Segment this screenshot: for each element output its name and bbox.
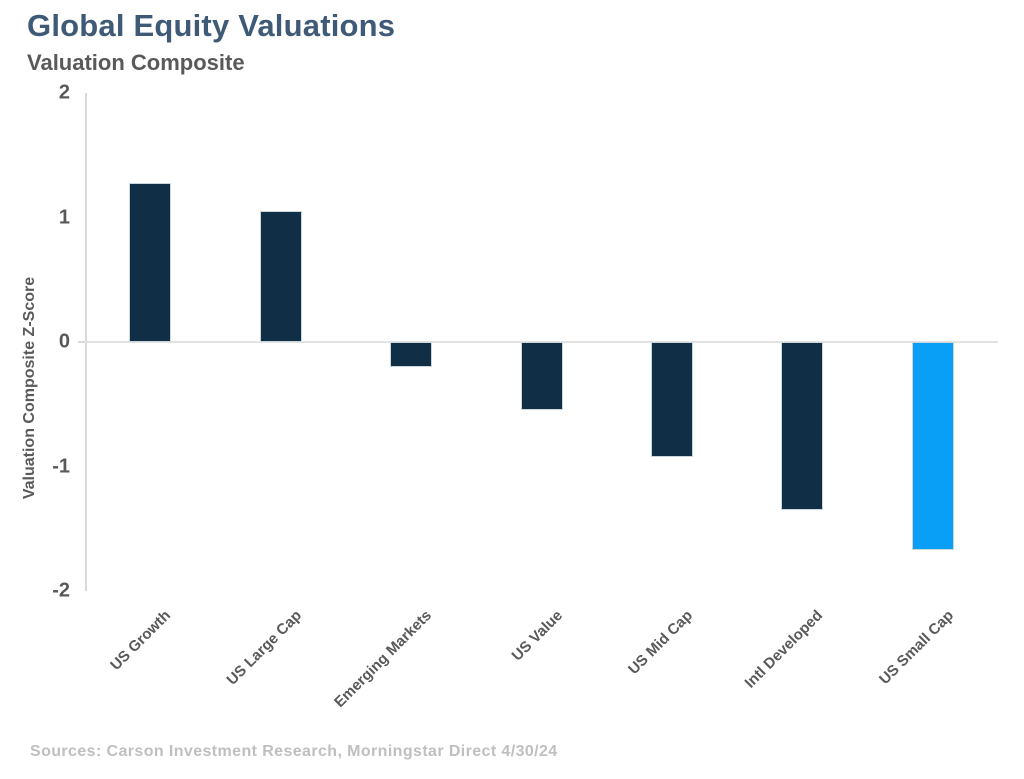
bar-emerging-markets (390, 342, 433, 367)
y-tick-label: 2 (58, 81, 70, 104)
bar-us-mid-cap (650, 342, 693, 457)
zero-tick-mark (78, 341, 86, 343)
bar-intl-developed (781, 342, 824, 511)
y-tick-label: -1 (52, 455, 70, 477)
bar-us-large-cap (259, 211, 302, 342)
chart-subtitle: Valuation Composite (27, 50, 245, 75)
bar-us-value (520, 342, 563, 411)
x-axis-category-labels: US Growth US Large Cap Emerging Markets US … (0, 607, 1024, 742)
y-tick-label: -2 (52, 579, 70, 602)
x-axis-label-us-small-cap: US Small Cap (875, 607, 957, 688)
chart-title: Global Equity Valuations (27, 8, 396, 43)
source-note: Sources: Carson Investment Research, Mor… (30, 743, 558, 760)
y-tick-label: 0 (58, 330, 70, 353)
plot-area (85, 93, 998, 591)
bar-us-small-cap (911, 342, 954, 550)
bar-us-growth (129, 182, 172, 342)
y-tick-label: 1 (58, 206, 70, 228)
